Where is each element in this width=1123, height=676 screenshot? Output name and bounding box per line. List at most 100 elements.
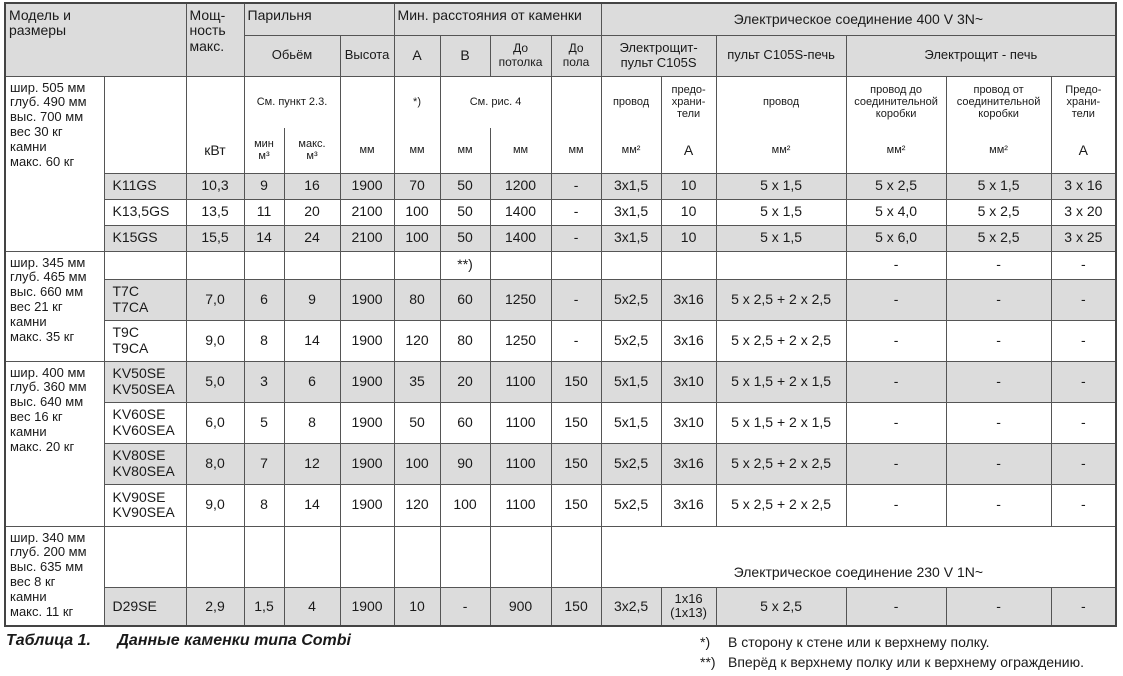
unit-mm: мм xyxy=(339,128,395,174)
table-row: T9C T9CA 9,0 8 14 1900 120 80 1250-5x2,5 3x16 5 x… xyxy=(5,319,1117,362)
table-cell: - xyxy=(550,278,602,321)
table-cell: 120 xyxy=(393,483,441,527)
table-cell: - xyxy=(845,319,947,362)
table-cell: 8 xyxy=(243,483,285,527)
table-row: шир. 345 мм глуб. 465 мм выс. 660 мм вес… xyxy=(4,250,1117,362)
model-name: T7C T7CA xyxy=(103,278,187,321)
table-cell: 1900 xyxy=(339,483,395,527)
table-cell: - xyxy=(1050,401,1117,444)
empty-cell xyxy=(185,75,245,128)
table-cell: - xyxy=(550,319,602,362)
table-cell: 90 xyxy=(439,442,491,485)
table-cell: 6 xyxy=(283,360,341,403)
table-cell: 1100 xyxy=(489,360,552,403)
footnote-text: Вперёд к верхнему полку или к верхнему о… xyxy=(728,654,1084,670)
table-cell xyxy=(393,250,441,280)
table-cell: 15,5 xyxy=(185,224,245,252)
header-room: Парильня xyxy=(243,2,395,36)
table-cell: 1250 xyxy=(489,278,552,321)
caption-title: Данные каменки типа Combi xyxy=(117,632,351,649)
table-cell: - xyxy=(945,360,1052,403)
unit-mm2: мм² xyxy=(715,128,847,174)
table-cell: - xyxy=(945,401,1052,444)
empty-cell xyxy=(550,75,602,128)
dims-group-2: шир. 345 мм глуб. 465 мм выс. 660 мм вес… xyxy=(4,250,105,362)
table-cell: 5x2,5 xyxy=(600,483,662,527)
table-cell: 2100 xyxy=(339,224,395,252)
unit-mm: мм xyxy=(393,128,441,174)
table-row: KV90SE KV90SEA 9,0 8 14 1900 120 100 1100 150 5x2… xyxy=(5,483,1117,527)
table-cell: 5x2,5 xyxy=(600,442,662,485)
table-cell: 1900 xyxy=(339,278,395,321)
table-cell: 10 xyxy=(660,172,717,200)
table-cell: 3x16 xyxy=(660,319,717,362)
model-name: D29SE xyxy=(103,586,187,627)
table-cell: 3x10 xyxy=(660,401,717,444)
table-cell: 20 xyxy=(439,360,491,403)
table-cell: 5 x 1,5 xyxy=(945,172,1052,200)
empty-cell xyxy=(185,525,245,588)
table-cell xyxy=(489,250,552,280)
table-caption: Таблица 1. Данные каменки типа Combi xyxy=(6,632,373,650)
table-cell: 35 xyxy=(393,360,441,403)
table-cell: 5 xyxy=(243,401,285,444)
table-cell: 5 x 1,5 + 2 x 1,5 xyxy=(715,401,847,444)
table-cell: 9 xyxy=(243,172,285,200)
empty-cell xyxy=(283,525,341,588)
table-cell: 14 xyxy=(243,224,285,252)
elec230-row: шир. 340 мм глуб. 200 мм выс. 635 мм вес… xyxy=(4,525,1117,627)
table-cell: - xyxy=(945,278,1052,321)
table-cell: 5 x 6,0 xyxy=(845,224,947,252)
header-floor: До пола xyxy=(550,34,602,77)
table-cell: 50 xyxy=(439,198,491,226)
table-cell: 150 xyxy=(550,586,602,627)
table-cell: **) xyxy=(439,250,491,280)
table-cell: 150 xyxy=(550,483,602,527)
table-cell: 9,0 xyxy=(185,319,245,362)
table-cell xyxy=(283,250,341,280)
footnote-mark: **) xyxy=(700,654,716,670)
table-cell: 3 x 16 xyxy=(1050,172,1117,200)
table-row: KV60SE KV60SEA 6,0 5 8 1900 50 60 1100 150 5x1,5 3… xyxy=(5,401,1117,444)
table-cell: 1900 xyxy=(339,442,395,485)
table-cell: 5 x 2,5 + 2 x 2,5 xyxy=(715,442,847,485)
table-cell: 100 xyxy=(393,442,441,485)
table-cell: 14 xyxy=(283,483,341,527)
table-cell: 50 xyxy=(439,224,491,252)
dims-group-1: шир. 505 мм глуб. 490 мм выс. 700 мм вес… xyxy=(4,75,105,252)
empty-cell xyxy=(103,525,187,588)
table-cell: 6,0 xyxy=(185,401,245,444)
header-distances: Мин. расстояния от каменки xyxy=(393,2,602,36)
table-cell: 120 xyxy=(393,319,441,362)
model-name: KV80SE KV80SEA xyxy=(103,442,187,485)
table-cell: 5 x 1,5 xyxy=(715,224,847,252)
table-cell: 100 xyxy=(439,483,491,527)
header-height: Высота xyxy=(339,34,395,77)
table-cell: 3 xyxy=(243,360,285,403)
table-cell xyxy=(243,250,285,280)
table-cell: 70 xyxy=(393,172,441,200)
table-cell: - xyxy=(845,250,947,280)
table-cell: - xyxy=(1050,442,1117,485)
header-ceiling: До потолка xyxy=(489,34,552,77)
table-cell: 10 xyxy=(393,586,441,627)
table-cell: 5 x 2,5 xyxy=(945,198,1052,226)
table-cell: 1900 xyxy=(339,586,395,627)
table-row: K13,5GS 13,5 11 20 2100 100 50 1400-3x1,5 10 5 x … xyxy=(5,198,1117,226)
table-row: K11GS 10,3 9 16 1900 70 50 1200-3x1,5 10 5 x 1,5 5… xyxy=(5,172,1117,200)
table-cell: - xyxy=(550,224,602,252)
table-cell: 3 x 25 xyxy=(1050,224,1117,252)
note-star: *) xyxy=(393,75,441,128)
table-cell: 5 x 2,5 + 2 x 2,5 xyxy=(715,319,847,362)
table-cell: 2100 xyxy=(339,198,395,226)
table-cell: 150 xyxy=(550,401,602,444)
footnote-2: **) Вперёд к верхнему полку или к верхнем… xyxy=(700,654,1084,670)
table-cell: 1900 xyxy=(339,360,395,403)
table-cell: 5x2,5 xyxy=(600,319,662,362)
table-cell: 1200 xyxy=(489,172,552,200)
table-cell: - xyxy=(945,586,1052,627)
table-cell: - xyxy=(1050,483,1117,527)
table-cell: - xyxy=(1050,360,1117,403)
table-cell: 8 xyxy=(243,319,285,362)
empty-cell xyxy=(103,75,187,174)
